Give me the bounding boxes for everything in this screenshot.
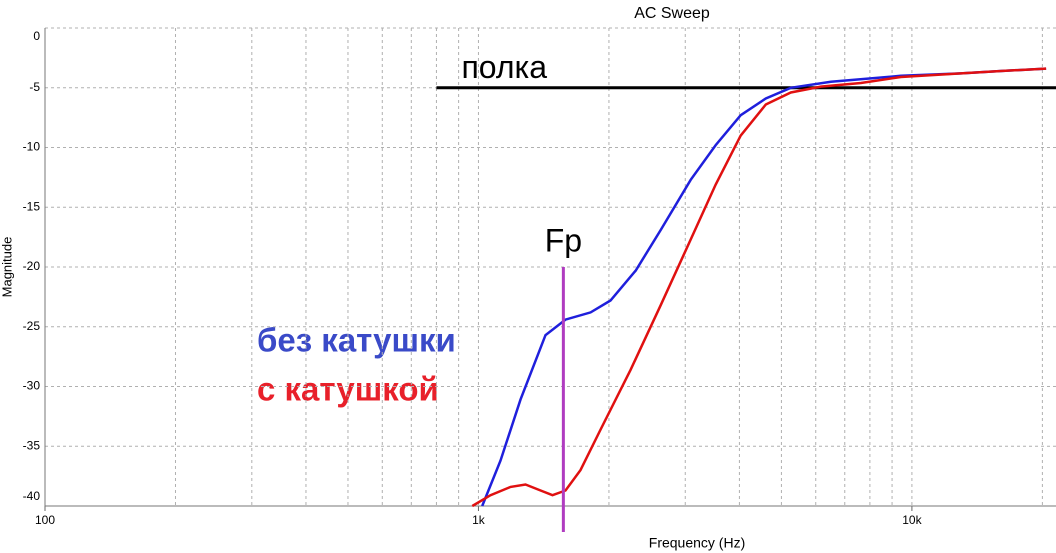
y-tick-label: -5	[29, 80, 40, 94]
y-tick-label: -40	[23, 489, 41, 503]
y-tick-label: -10	[23, 140, 41, 154]
chart-title: AC Sweep	[634, 5, 710, 22]
x-tick-label: 1k	[472, 513, 486, 527]
y-tick-label: -20	[23, 259, 41, 273]
x-tick-label: 100	[35, 513, 55, 527]
y-tick-label: -15	[23, 199, 41, 213]
marker-label: Fp	[545, 222, 582, 258]
y-tick-label: 0	[33, 29, 40, 43]
y-tick-label: -35	[23, 438, 41, 452]
x-axis-label: Frequency (Hz)	[649, 535, 745, 551]
y-tick-label: -30	[23, 379, 41, 393]
y-axis-label: Magnitude	[0, 237, 14, 298]
legend-entry: без катушки	[257, 322, 456, 359]
x-tick-label: 10k	[902, 513, 922, 527]
shelf-label: полка	[461, 49, 547, 85]
series-line	[471, 67, 1047, 508]
y-tick-label: -25	[23, 319, 41, 333]
